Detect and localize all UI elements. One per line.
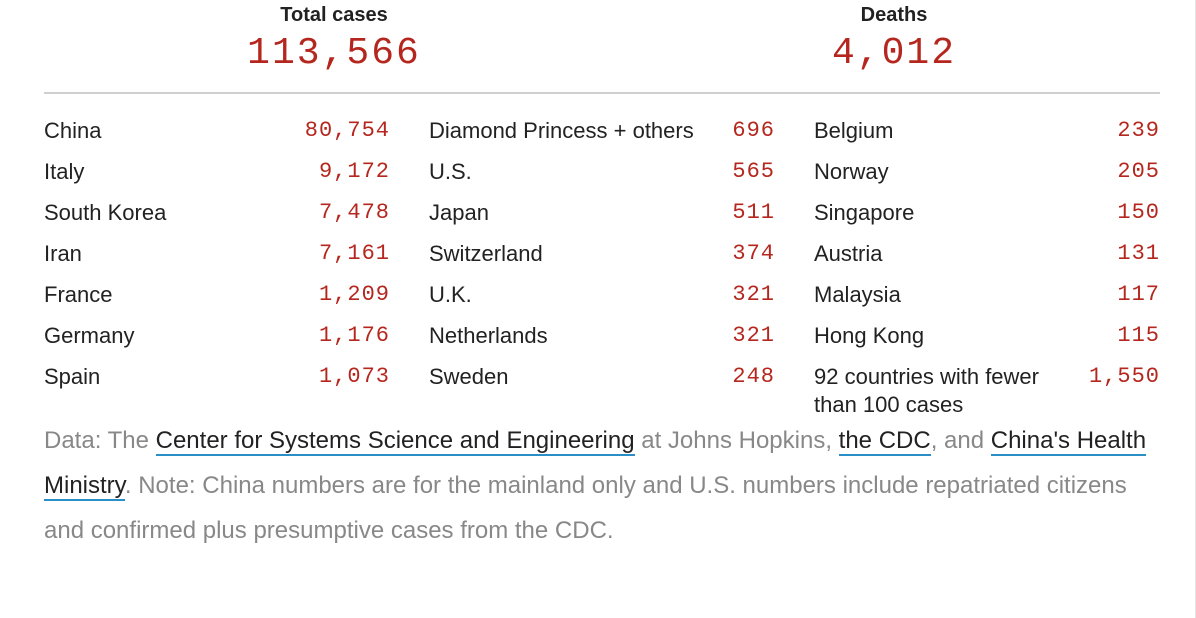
country-name: Hong Kong [814,323,925,348]
country-cases: 9,172 [318,159,390,184]
country-name: Spain [44,364,101,389]
country-row: Austria 131 [814,233,1160,274]
country-cases: 80,754 [304,118,390,143]
country-row: U.K. 321 [429,274,775,315]
country-cases: 696 [732,118,775,143]
footnote-text: at Johns Hopkins, [634,427,839,454]
country-cases: 131 [1117,241,1160,266]
country-name: South Korea [44,200,167,225]
country-cases: 374 [732,241,775,266]
country-name: Singapore [814,200,915,225]
country-cases: 321 [732,323,775,348]
country-name: Italy [44,159,85,184]
country-cases: 115 [1117,323,1160,348]
country-name: France [44,282,113,307]
country-name: China [44,118,102,143]
country-cases: 1,176 [318,323,390,348]
country-name: U.K. [429,282,472,307]
country-cases: 321 [732,282,775,307]
country-row: Malaysia 117 [814,274,1160,315]
country-row: Spain 1,073 [44,356,390,397]
country-cases: 205 [1117,159,1160,184]
country-row: Italy 9,172 [44,151,390,192]
country-name: Austria [814,241,883,266]
country-row: France 1,209 [44,274,390,315]
country-cases: 565 [732,159,775,184]
footnote-text: , and [930,427,991,454]
deaths-stat: Deaths 4,012 [684,0,1104,77]
country-row: Belgium 239 [814,110,1160,151]
total-cases-stat: Total cases 113,566 [124,0,544,77]
country-row: Hong Kong 115 [814,315,1160,356]
cdc-link[interactable]: the CDC [838,427,931,456]
country-name: Sweden [429,364,509,389]
country-column-2: Diamond Princess + others 696 U.S. 565 J… [429,110,775,397]
country-name: Belgium [814,118,894,143]
country-cases: 1,073 [318,364,390,389]
total-cases-label: Total cases [280,4,388,26]
country-row: Norway 205 [814,151,1160,192]
country-name: Diamond Princess + others [429,118,694,143]
country-cases: 248 [732,364,775,389]
country-column-3: Belgium 239 Norway 205 Singapore 150 Aus… [814,110,1160,417]
country-name: U.S. [429,159,472,184]
country-cases: 1,550 [1088,364,1160,389]
country-name: Japan [429,200,489,225]
total-cases-value: 113,566 [247,32,421,75]
country-row: Singapore 150 [814,192,1160,233]
country-cases: 7,161 [318,241,390,266]
country-row: Germany 1,176 [44,315,390,356]
source-footnote: Data: The Center for Systems Science and… [44,418,1160,553]
country-row: Japan 511 [429,192,775,233]
country-row: Diamond Princess + others 696 [429,110,775,151]
summary-header: Total cases 113,566 Deaths 4,012 [44,0,1160,94]
footnote-prefix: Data: The [44,427,156,454]
country-name: Switzerland [429,241,543,266]
country-row: South Korea 7,478 [44,192,390,233]
country-cases: 117 [1117,282,1160,307]
footnote-note: . Note: China numbers are for the mainla… [44,472,1127,544]
country-cases: 7,478 [318,200,390,225]
country-row: Iran 7,161 [44,233,390,274]
deaths-label: Deaths [860,4,928,26]
country-name: Malaysia [814,282,901,307]
country-cases: 150 [1117,200,1160,225]
country-cases: 1,209 [318,282,390,307]
country-name: Iran [44,241,82,266]
country-name: Norway [814,159,889,184]
country-column-1: China 80,754 Italy 9,172 South Korea 7,4… [44,110,390,397]
country-row: China 80,754 [44,110,390,151]
country-cases: 511 [732,200,775,225]
country-row: U.S. 565 [429,151,775,192]
deaths-value: 4,012 [831,32,957,75]
country-name: Germany [44,323,135,348]
country-row: Sweden 248 [429,356,775,397]
country-grid: China 80,754 Italy 9,172 South Korea 7,4… [44,110,1160,422]
country-name: 92 countries with fewer than 100 cases [814,364,1039,417]
country-cases: 239 [1117,118,1160,143]
country-row: Switzerland 374 [429,233,775,274]
country-row: 92 countries with fewer than 100 cases 1… [814,356,1160,417]
china-health-ministry-link[interactable]: China's Health Ministry [44,427,1147,501]
country-name: Netherlands [429,323,548,348]
country-row: Netherlands 321 [429,315,775,356]
csse-link[interactable]: Center for Systems Science and Engineeri… [155,427,635,456]
